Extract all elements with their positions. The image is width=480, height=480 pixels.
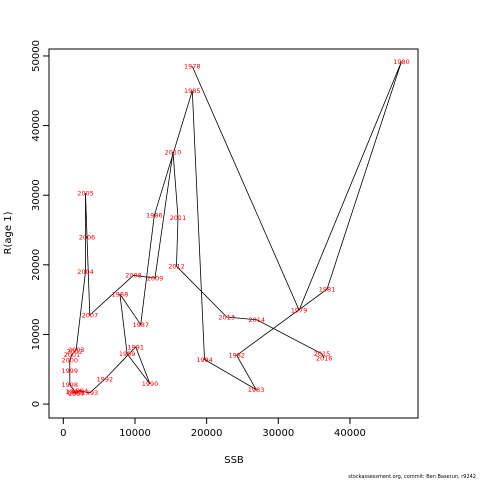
year-label-1997: 1997 <box>68 390 85 398</box>
year-label-1991: 1991 <box>127 343 144 351</box>
x-tick-label: 30000 <box>262 428 294 439</box>
year-label-1982: 1982 <box>228 352 245 360</box>
year-label-2012: 2012 <box>168 263 185 271</box>
year-label-2011: 2011 <box>170 214 187 222</box>
year-label-1988: 1988 <box>112 290 129 298</box>
year-label-2014: 2014 <box>249 316 266 324</box>
year-label-2010: 2010 <box>165 148 182 156</box>
x-axis: 0 10000 20000 30000 40000 <box>60 417 366 439</box>
x-tick-label: 10000 <box>119 428 151 439</box>
y-tick-label: 10000 <box>31 319 42 351</box>
year-label-2013: 2013 <box>218 313 235 321</box>
year-label-1980: 1980 <box>393 58 410 66</box>
year-label-1998: 1998 <box>62 381 79 389</box>
year-label-1987: 1987 <box>132 321 149 329</box>
year-label-2007: 2007 <box>82 311 99 319</box>
year-label-2003: 2003 <box>68 346 85 354</box>
year-label-2004: 2004 <box>77 268 94 276</box>
year-label-1979: 1979 <box>291 306 308 314</box>
y-axis-title: R(age 1) <box>3 211 14 254</box>
year-label-2006: 2006 <box>79 233 96 241</box>
plot-frame <box>48 48 419 419</box>
trajectory-line <box>69 61 402 394</box>
year-label-2002: 2002 <box>67 347 84 355</box>
year-label-1981: 1981 <box>319 285 336 293</box>
y-tick-label: 40000 <box>31 110 42 142</box>
year-label-2016: 2016 <box>316 354 333 362</box>
footer-credit: stockassessment.org, commit: Ben Baserun… <box>348 474 476 480</box>
year-label-2015: 2015 <box>314 350 331 358</box>
year-label-1986: 1986 <box>146 212 163 220</box>
y-tick-label: 30000 <box>31 179 42 211</box>
year-label-2008: 2008 <box>125 272 142 280</box>
x-tick-label: 40000 <box>334 428 366 439</box>
year-label-1984: 1984 <box>196 356 213 364</box>
year-label-2001: 2001 <box>64 351 81 359</box>
y-tick-label: 0 <box>31 401 42 407</box>
year-label-1989: 1989 <box>119 350 136 358</box>
year-label-1999: 1999 <box>62 367 79 375</box>
year-labels: 1978 1979 1980 1981 1982 1983 1984 1985 1986 1987… <box>62 58 410 398</box>
year-label-1990: 1990 <box>142 380 159 388</box>
year-label-1993: 1993 <box>82 389 99 397</box>
y-tick-label: 20000 <box>31 249 42 281</box>
x-tick-label: 0 <box>60 428 66 439</box>
year-label-1983: 1983 <box>248 386 265 394</box>
y-tick-label: 50000 <box>31 40 42 72</box>
x-axis-title: SSB <box>224 455 244 466</box>
year-label-2005: 2005 <box>77 189 94 197</box>
year-label-1992: 1992 <box>97 375 114 383</box>
x-tick-label: 20000 <box>191 428 223 439</box>
year-label-1994: 1994 <box>72 387 89 395</box>
year-label-2009: 2009 <box>147 274 164 282</box>
year-label-2000: 2000 <box>62 357 79 365</box>
year-label-1996: 1996 <box>65 388 82 396</box>
y-axis: 0 10000 20000 30000 40000 50000 <box>31 40 50 407</box>
year-label-1995: 1995 <box>67 389 84 397</box>
year-label-1985: 1985 <box>184 87 201 95</box>
year-label-1978: 1978 <box>184 63 201 71</box>
